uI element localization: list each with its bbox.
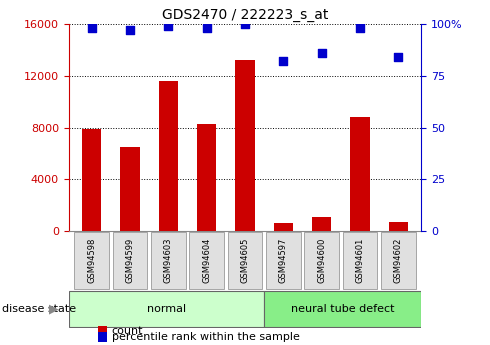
Bar: [197, 124, 216, 231]
Text: GSM94601: GSM94601: [356, 238, 365, 283]
Text: count: count: [112, 326, 143, 336]
FancyBboxPatch shape: [113, 232, 147, 289]
FancyBboxPatch shape: [266, 232, 300, 289]
Point: [241, 21, 249, 27]
Point: [356, 26, 364, 31]
Bar: [121, 147, 140, 231]
Text: neural tube defect: neural tube defect: [291, 304, 394, 314]
Point: [318, 50, 326, 56]
FancyBboxPatch shape: [343, 232, 377, 289]
Text: GSM94605: GSM94605: [241, 238, 249, 283]
FancyBboxPatch shape: [69, 290, 264, 327]
Bar: [389, 222, 408, 231]
Bar: [350, 117, 369, 231]
Text: GSM94597: GSM94597: [279, 238, 288, 283]
Bar: [98, 326, 107, 335]
FancyBboxPatch shape: [304, 232, 339, 289]
Bar: [159, 81, 178, 231]
Text: ▶: ▶: [49, 302, 58, 315]
Text: GSM94598: GSM94598: [87, 238, 96, 283]
Point: [203, 26, 211, 31]
Text: GSM94603: GSM94603: [164, 238, 173, 283]
Text: GSM94604: GSM94604: [202, 238, 211, 283]
FancyBboxPatch shape: [190, 232, 224, 289]
Point: [88, 26, 96, 31]
Text: percentile rank within the sample: percentile rank within the sample: [112, 332, 299, 342]
FancyBboxPatch shape: [381, 232, 416, 289]
Bar: [274, 224, 293, 231]
Bar: [98, 332, 107, 342]
Bar: [235, 60, 255, 231]
Point: [164, 23, 172, 29]
Title: GDS2470 / 222223_s_at: GDS2470 / 222223_s_at: [162, 8, 328, 22]
FancyBboxPatch shape: [74, 232, 109, 289]
Point: [394, 55, 402, 60]
Bar: [312, 217, 331, 231]
Text: disease state: disease state: [2, 304, 76, 314]
Point: [279, 59, 287, 64]
Text: GSM94602: GSM94602: [394, 238, 403, 283]
Text: GSM94600: GSM94600: [317, 238, 326, 283]
FancyBboxPatch shape: [228, 232, 262, 289]
FancyBboxPatch shape: [151, 232, 186, 289]
Bar: [82, 129, 101, 231]
Text: normal: normal: [147, 304, 186, 314]
Text: GSM94599: GSM94599: [125, 238, 134, 283]
Point: [126, 28, 134, 33]
FancyBboxPatch shape: [264, 290, 421, 327]
